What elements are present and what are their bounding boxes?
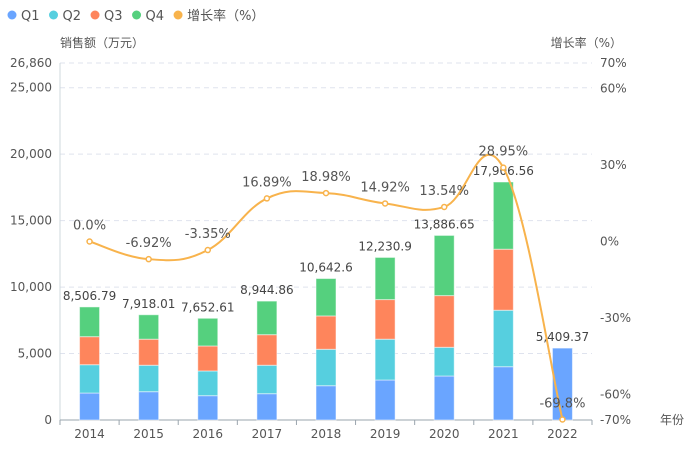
x-tick-label: 2019 (370, 427, 401, 441)
x-tick-label: 2022 (547, 427, 578, 441)
x-tick-label: 2014 (74, 427, 105, 441)
growth-point-2017 (263, 195, 271, 202)
bar-q3-2020 (433, 295, 455, 348)
bar-q1-2016 (197, 395, 219, 421)
x-tick-label: 2016 (193, 427, 224, 441)
y-tick-label: 0 (44, 413, 52, 427)
growth-point-2020 (440, 203, 448, 211)
bar-q3-2015 (138, 338, 160, 366)
bar-q4-2016 (197, 317, 219, 347)
bar-q4-2020 (433, 234, 455, 297)
legend-item-5[interactable]: 增长率（%） (187, 8, 264, 24)
growth-point-2019 (381, 200, 389, 207)
y2-axis-title: 增长率（%） (551, 35, 622, 50)
bar-q3-2014 (79, 336, 101, 366)
bar-q2-2020 (433, 346, 455, 377)
y2-tick-label: 0% (600, 235, 619, 249)
legend-marker-icon (90, 10, 100, 20)
growth-point-2022 (559, 416, 566, 423)
y2-tick-label: 60% (600, 82, 627, 96)
growth-rate-line (89, 153, 564, 420)
x-tick-label: 2018 (311, 427, 342, 441)
y-tick-label: 10,000 (10, 280, 52, 294)
x-tick-label: 2021 (488, 427, 519, 441)
growth-label-2014: 0.0% (73, 219, 106, 234)
total-label-2021: 17,906.56 (473, 164, 534, 178)
bar-q4-2014 (79, 306, 101, 338)
growth-point-2015 (145, 255, 152, 263)
x-tick-label: 2015 (133, 427, 164, 441)
y2-tick-label: -70% (600, 413, 631, 427)
y-tick-label: 25,000 (10, 81, 52, 95)
bar-q1-2018 (315, 385, 337, 421)
growth-label-2017: 16.89% (242, 175, 292, 190)
bar-q2-2019 (374, 338, 396, 381)
legend-marker-icon (132, 10, 142, 20)
y-tick-label: 5,000 (18, 347, 52, 361)
legend-marker-icon (173, 10, 183, 20)
bar-q2-2014 (79, 364, 101, 394)
bar-q1-2020 (433, 375, 455, 421)
bar-q3-2019 (374, 299, 396, 340)
growth-label-2016: -3.35% (185, 227, 231, 242)
y-tick-label: 15,000 (10, 214, 52, 228)
bar-q2-2021 (492, 309, 514, 368)
legend-item-3[interactable]: Q3 (104, 9, 123, 24)
x-tick-label: 2017 (252, 427, 283, 441)
growth-label-2021: 28.95% (479, 145, 529, 160)
bar-q1-2017 (256, 393, 278, 421)
bar-q4-2018 (315, 278, 337, 317)
total-label-2014: 8,506.79 (63, 289, 116, 303)
y2-tick-label: -30% (600, 311, 631, 325)
total-label-2017: 8,944.86 (240, 283, 293, 297)
bar-q4-2019 (374, 256, 396, 301)
bar-q2-2016 (197, 370, 219, 397)
y-axis-title: 销售额（万元） (60, 35, 144, 50)
y-tick-label: 20,000 (10, 147, 52, 161)
bar-q2-2015 (138, 364, 160, 393)
bar-q4-2015 (138, 314, 160, 340)
total-label-2016: 7,652.61 (181, 300, 234, 314)
growth-point-2018 (322, 189, 330, 197)
growth-label-2020: 13.54% (419, 184, 469, 199)
growth-point-2014 (86, 238, 93, 245)
bar-q3-2016 (197, 345, 219, 372)
growth-point-2021 (500, 164, 507, 171)
total-label-2020: 13,886.65 (414, 217, 475, 231)
y2-tick-label: 70% (600, 56, 627, 70)
legend-item-1[interactable]: Q1 (21, 9, 40, 24)
bar-q2-2018 (315, 348, 337, 387)
bar-q4-2017 (256, 300, 278, 336)
y2-tick-label: -60% (600, 388, 631, 402)
bar-q1-2015 (138, 391, 160, 421)
legend-marker-icon (7, 10, 17, 20)
legend-item-2[interactable]: Q2 (63, 9, 82, 24)
total-label-2022: 5,409.37 (536, 330, 589, 344)
legend-marker-icon (49, 10, 59, 20)
bar-q1-2014 (79, 392, 101, 421)
growth-point-2016 (204, 246, 212, 254)
total-label-2019: 12,230.9 (358, 239, 411, 253)
total-label-2015: 7,918.01 (122, 297, 175, 311)
bar-q1-2021 (492, 366, 514, 421)
legend-item-4[interactable]: Q4 (146, 9, 165, 24)
total-label-2018: 10,642.6 (299, 261, 352, 275)
bar-q4-2021 (492, 181, 514, 250)
x-axis-title: 年份 (660, 413, 684, 427)
x-tick-label: 2020 (429, 427, 460, 441)
growth-label-2019: 14.92% (360, 180, 410, 195)
y2-tick-label: 30% (600, 158, 627, 172)
bar-q3-2021 (492, 248, 514, 311)
growth-label-2022: -69.8% (539, 396, 585, 411)
bar-q2-2017 (256, 364, 278, 395)
bar-q3-2018 (315, 315, 337, 350)
growth-label-2018: 18.98% (301, 170, 351, 185)
growth-label-2015: -6.92% (126, 236, 172, 251)
bar-q1-2019 (374, 379, 396, 421)
bar-q3-2017 (256, 334, 278, 366)
y-tick-label: 26,860 (10, 56, 52, 70)
